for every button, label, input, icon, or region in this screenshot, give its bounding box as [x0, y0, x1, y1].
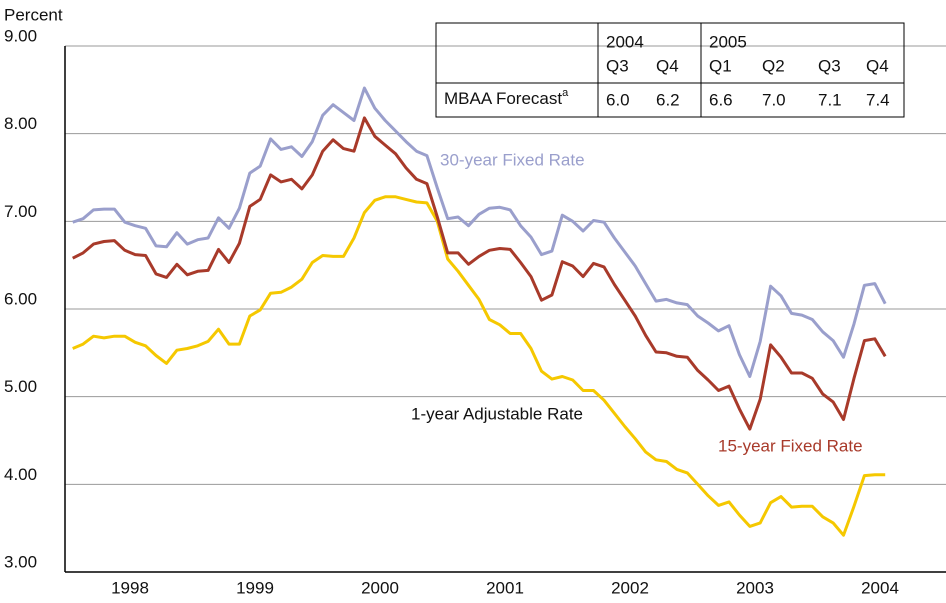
line-series — [72, 116, 887, 431]
x-tick-label: 2004 — [861, 578, 899, 597]
x-tick-label: 1998 — [111, 578, 149, 597]
table-quarter: Q4 — [656, 56, 679, 75]
y-tick-label: 4.00 — [4, 465, 37, 484]
x-tick-label: 2001 — [486, 578, 524, 597]
table-value: 7.4 — [866, 90, 890, 109]
table-value: 6.6 — [709, 90, 733, 109]
grid — [64, 45, 946, 573]
y-tick-label: 5.00 — [4, 377, 37, 396]
table-quarter: Q2 — [762, 56, 785, 75]
y-tick-label: 6.00 — [4, 289, 37, 308]
table-quarter: Q4 — [866, 56, 889, 75]
line-series — [72, 195, 886, 537]
x-tick-label: 2000 — [361, 578, 399, 597]
x-tick-label: 1999 — [236, 578, 274, 597]
y-tick-label: 7.00 — [4, 202, 37, 221]
y-tick-label: 3.00 — [4, 552, 37, 571]
table-quarter: Q3 — [818, 56, 841, 75]
x-tick-label: 2002 — [611, 578, 649, 597]
table-value: 6.0 — [606, 90, 630, 109]
table-quarter: Q1 — [709, 56, 732, 75]
table-year: 2005 — [709, 32, 747, 51]
line-series — [72, 86, 887, 378]
table-quarter: Q3 — [606, 56, 629, 75]
row-label: MBAA Forecast — [444, 89, 562, 108]
series-label: 30-year Fixed Rate — [440, 150, 585, 169]
y-tick-label: 9.00 — [4, 26, 37, 45]
table-border — [435, 22, 905, 118]
series-label: 1-year Adjustable Rate — [411, 404, 583, 423]
table-year: 2004 — [606, 32, 644, 51]
table-value: 7.1 — [818, 90, 842, 109]
series-label: 15-year Fixed Rate — [718, 436, 863, 455]
table-row-label: MBAA Forecasta — [444, 87, 569, 109]
row-note: a — [562, 87, 569, 99]
table-value: 7.0 — [762, 90, 786, 109]
y-axis-title: Percent — [4, 5, 63, 24]
forecast-table: 2004 2005 MBAA Forecasta Q3 Q4 Q1 Q2 Q3 Q4 6.0… — [435, 22, 905, 118]
y-tick-label: 8.00 — [4, 114, 37, 133]
table-value: 6.2 — [656, 90, 680, 109]
x-tick-label: 2003 — [736, 578, 774, 597]
